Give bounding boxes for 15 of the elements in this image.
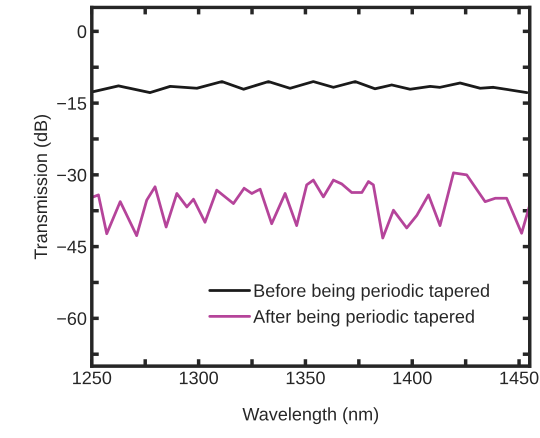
line-series (92, 172, 530, 240)
y-tick-label: −30 (57, 168, 86, 182)
x-axis-title: Wavelength (nm) (242, 407, 378, 424)
x-tick-label: 1350 (286, 372, 325, 384)
y-tick-label: −15 (57, 97, 86, 110)
x-tick-label: 1250 (73, 372, 112, 384)
y-tick-label: 0 (78, 25, 86, 38)
x-tick-label: 1400 (394, 372, 432, 384)
x-tick-label: 1450 (500, 372, 538, 384)
legend-label: Before being periodic tapered (254, 284, 489, 301)
legend-label: After being periodic tapered (253, 310, 474, 326)
y-axis-title: Transmission (dB) (34, 115, 51, 260)
y-tick-label: −45 (57, 240, 86, 254)
x-tick-label: 1300 (180, 372, 218, 384)
y-tick-label: −60 (57, 312, 86, 326)
